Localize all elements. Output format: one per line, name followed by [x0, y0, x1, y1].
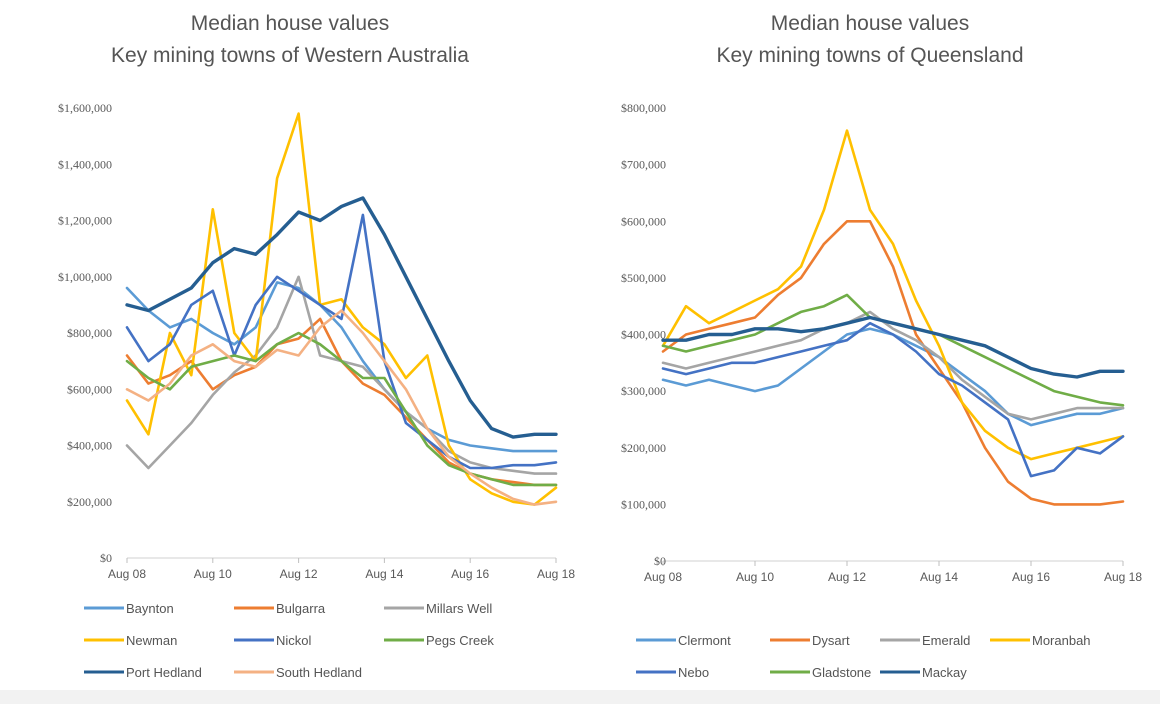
legend-item-port-hedland: Port Hedland: [84, 665, 202, 680]
legend-item-millars-well: Millars Well: [384, 601, 492, 616]
legend-item-newman: Newman: [84, 633, 177, 648]
legend-item-emerald: Emerald: [880, 633, 970, 648]
series-line-pegs-creek: [125, 331, 558, 487]
x-tick-label: Aug 12: [280, 567, 318, 581]
legend-label: Dysart: [812, 633, 850, 648]
y-tick-label: $1,400,000: [58, 157, 112, 171]
chart-title: Median house values: [190, 12, 390, 35]
legend-item-baynton: Baynton: [84, 601, 174, 616]
legend-label: Mackay: [922, 665, 967, 680]
y-tick-label: $800,000: [621, 101, 666, 115]
legend-label: Nebo: [678, 665, 709, 680]
series-line-mackay: [661, 315, 1125, 379]
x-tick-label: Aug 08: [644, 570, 682, 584]
chart-subtitle: Key mining towns of Queensland: [716, 44, 1024, 67]
legend-item-south-hedland: South Hedland: [234, 665, 362, 680]
legend-label: Emerald: [922, 633, 970, 648]
series-line-nickol: [125, 213, 558, 470]
legend-item-pegs-creek: Pegs Creek: [384, 633, 494, 648]
series-line-moranbah: [661, 129, 1125, 461]
legend-label: Pegs Creek: [426, 633, 494, 648]
x-tick-label: Aug 12: [828, 570, 866, 584]
y-tick-label: $400,000: [621, 328, 666, 342]
chart-panel-western-australia: Median house values Key mining towns of …: [58, 12, 575, 680]
series-line-south-hedland: [125, 309, 558, 506]
x-tick-label: Aug 18: [1104, 570, 1142, 584]
series-line-port-hedland: [125, 196, 558, 439]
y-tick-label: $500,000: [621, 271, 666, 285]
series-line-clermont: [661, 327, 1125, 427]
y-tick-label: $1,200,000: [58, 214, 112, 228]
chart-panel-queensland: Median house values Key mining towns of …: [580, 0, 1160, 704]
legend-item-gladstone: Gladstone: [770, 665, 871, 680]
legend-item-dysart: Dysart: [770, 633, 850, 648]
legend-label: Millars Well: [426, 601, 492, 616]
y-tick-label: $0: [654, 554, 666, 568]
legend-label: Moranbah: [1032, 633, 1091, 648]
legend-label: South Hedland: [276, 665, 362, 680]
y-tick-label: $0: [100, 551, 112, 565]
x-tick-label: Aug 10: [736, 570, 774, 584]
legend-label: Baynton: [126, 601, 174, 616]
y-tick-label: $300,000: [621, 384, 666, 398]
x-tick-label: Aug 16: [1012, 570, 1050, 584]
line-chart-queensland: $0 $100,000 $200,000 $300,000 $400,000 $500,0…: [621, 101, 1142, 680]
legend-label: Clermont: [678, 633, 731, 648]
legend-label: Nickol: [276, 633, 312, 648]
x-tick-label: Aug 18: [537, 567, 575, 581]
y-tick-label: $600,000: [67, 382, 112, 396]
legend-item-mackay: Mackay: [880, 665, 967, 680]
series-line-emerald: [661, 310, 1125, 421]
x-tick-label: Aug 14: [365, 567, 403, 581]
x-tick-label: Aug 08: [108, 567, 146, 581]
y-tick-label: $400,000: [67, 439, 112, 453]
y-tick-label: $700,000: [621, 158, 666, 172]
chart-subtitle: Key mining towns of Western Australia: [111, 44, 469, 67]
series-line-dysart: [661, 220, 1125, 506]
y-tick-label: $600,000: [621, 214, 666, 228]
legend-item-nebo: Nebo: [636, 665, 709, 680]
x-tick-label: Aug 10: [194, 567, 232, 581]
y-tick-label: $100,000: [621, 497, 666, 511]
legend-label: Gladstone: [812, 665, 871, 680]
legend-item-clermont: Clermont: [636, 633, 731, 648]
bottom-divider: [0, 690, 1160, 704]
y-tick-label: $1,600,000: [58, 101, 112, 115]
x-tick-label: Aug 14: [920, 570, 958, 584]
line-chart-western-australia: $0 $200,000 $400,000 $600,000 $800,000 $1,000…: [58, 101, 575, 680]
x-tick-label: Aug 16: [451, 567, 489, 581]
legend-item-moranbah: Moranbah: [990, 633, 1091, 648]
legend-label: Port Hedland: [126, 665, 202, 680]
y-tick-label: $800,000: [67, 326, 112, 340]
legend-item-nickol: Nickol: [234, 633, 312, 648]
chart-title: Median house values: [770, 12, 970, 35]
y-tick-label: $200,000: [67, 495, 112, 509]
series-line-nebo: [661, 321, 1125, 478]
legend-label: Newman: [126, 633, 177, 648]
series-line-newman: [125, 112, 558, 506]
legend-item-bulgarra: Bulgarra: [234, 601, 326, 616]
y-tick-label: $1,000,000: [58, 270, 112, 284]
legend-label: Bulgarra: [276, 601, 326, 616]
y-tick-label: $200,000: [621, 441, 666, 455]
series-line-bulgarra: [125, 317, 558, 487]
